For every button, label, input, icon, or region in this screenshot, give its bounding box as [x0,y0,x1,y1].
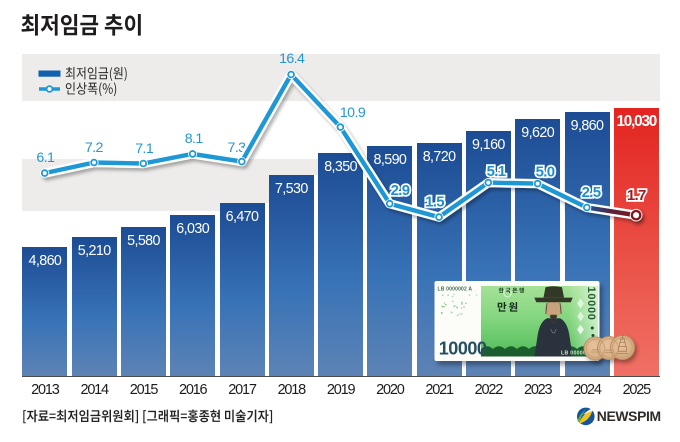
svg-text:2.5: 2.5 [582,184,601,201]
svg-text:1.5: 1.5 [425,193,444,210]
svg-text:2.9: 2.9 [391,182,410,199]
svg-text:LB 0000002: LB 0000002 [561,351,593,357]
svg-text:5.0: 5.0 [536,164,555,181]
svg-text:1.7: 1.7 [627,187,646,204]
svg-text:5.1: 5.1 [487,163,506,180]
svg-text:10000: 10000 [585,287,597,321]
svg-text:10000: 10000 [439,339,487,359]
svg-text:LB 0000002 A: LB 0000002 A [438,287,473,293]
